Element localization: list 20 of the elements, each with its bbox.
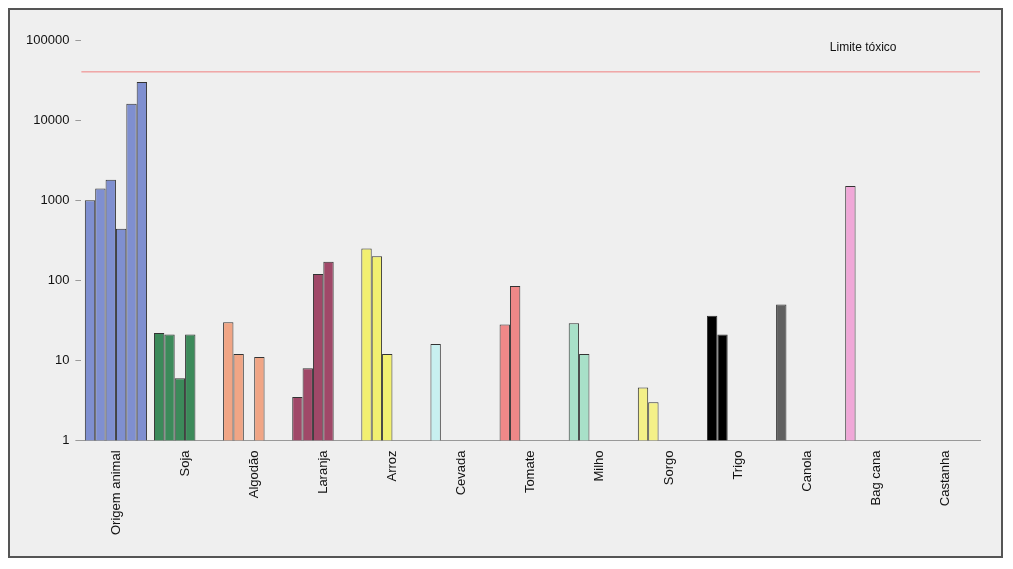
x-tick-label: Laranja [314, 449, 330, 494]
x-tick-label: Sorgo [660, 450, 676, 486]
x-tick-label: Algodão [245, 450, 261, 499]
x-tick-label: Bag cana [867, 449, 883, 506]
y-tick-label: 1 [62, 432, 70, 448]
x-tick-label: Trigo [729, 450, 745, 480]
x-tick-label: Origem animal [107, 450, 123, 536]
y-tick-label: 10 [54, 351, 70, 367]
x-tick-label: Canola [798, 449, 814, 492]
x-tick-label: Soja [176, 449, 192, 477]
y-tick-label: 100 [47, 271, 70, 287]
x-tick-label: Cevada [453, 449, 469, 496]
y-tick-label: 10000 [33, 111, 70, 127]
ref-line-label: Limite tóxico [829, 40, 897, 55]
y-tick-label: 100000 [25, 31, 70, 47]
x-tick-label: Arroz [384, 450, 400, 482]
x-tick-label: Tomate [522, 450, 538, 494]
x-tick-label: Milho [591, 450, 607, 482]
y-tick-label: 1000 [40, 191, 70, 207]
x-tick-label: Castanha [937, 449, 953, 507]
